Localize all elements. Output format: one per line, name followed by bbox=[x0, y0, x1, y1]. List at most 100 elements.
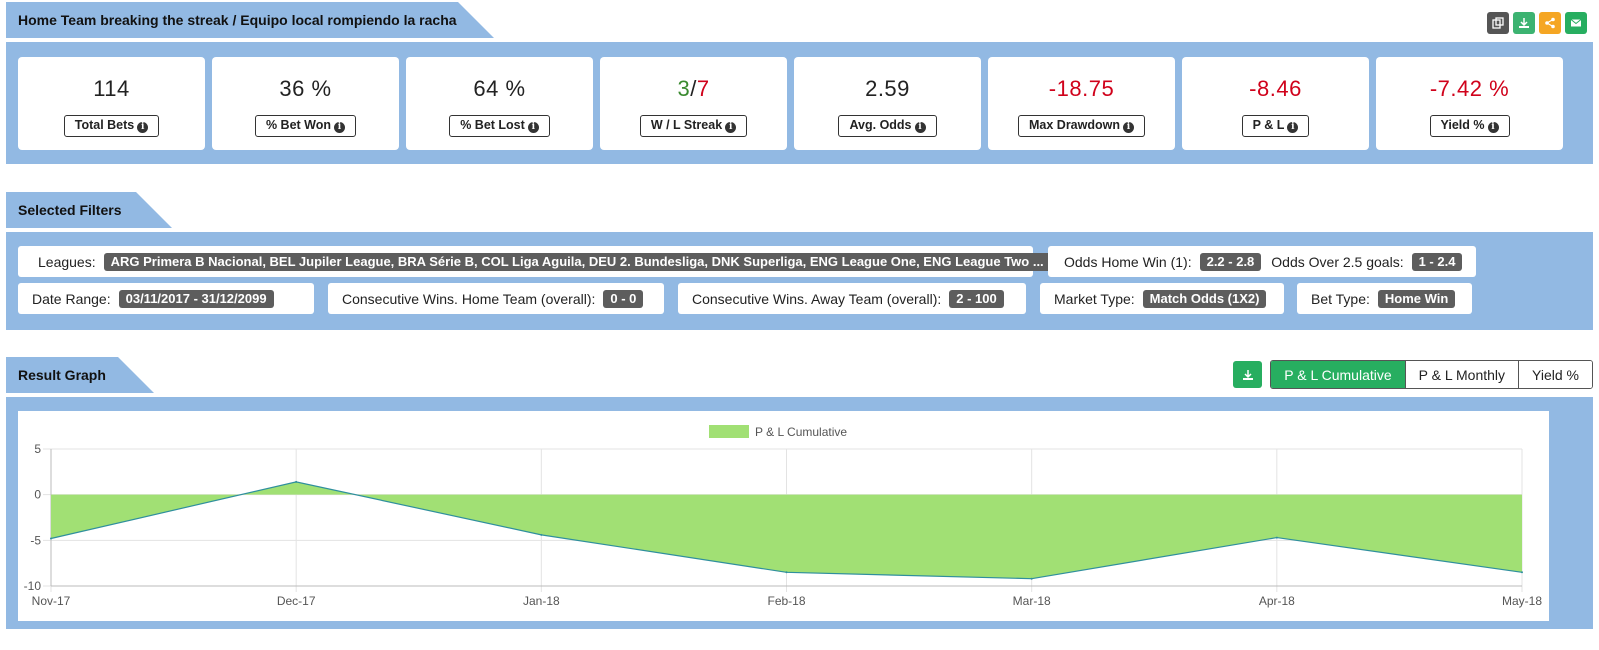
cons-away-filter: Consecutive Wins. Away Team (overall): 2… bbox=[678, 283, 1026, 314]
date-label: Date Range: bbox=[32, 290, 111, 307]
yield-card: -7.42 % Yield % i bbox=[1376, 57, 1563, 150]
bet-lost-value: 64 % bbox=[473, 76, 526, 101]
bet-won-value: 36 % bbox=[279, 76, 332, 101]
info-icon: i bbox=[334, 122, 346, 133]
total-bets-value: 114 bbox=[93, 76, 130, 101]
max-drawdown-value: -18.75 bbox=[1048, 76, 1115, 101]
pl-monthly-button[interactable]: P & L Monthly bbox=[1404, 361, 1519, 388]
yield-value: -7.42 % bbox=[1429, 76, 1510, 101]
email-icon[interactable] bbox=[1565, 12, 1587, 34]
data-point bbox=[50, 537, 52, 540]
leagues-filter: Leagues: ARG Primera B Nacional, BEL Jup… bbox=[18, 246, 1051, 277]
leagues-value: ARG Primera B Nacional, BEL Jupiler Leag… bbox=[103, 252, 1051, 271]
info-icon: i bbox=[1487, 122, 1499, 133]
cons-away-value: 2 - 100 bbox=[949, 289, 1004, 308]
data-point bbox=[1521, 571, 1523, 574]
x-tick-label: Feb-18 bbox=[767, 594, 805, 608]
streak-card: 3/7 W / L Streak i bbox=[600, 57, 787, 150]
info-icon: i bbox=[137, 122, 149, 133]
x-tick-label: May-18 bbox=[1502, 594, 1542, 608]
total-bets-label[interactable]: Total Bets i bbox=[63, 115, 160, 137]
share-icon[interactable] bbox=[1539, 12, 1561, 34]
bet-won-card: 36 % % Bet Won i bbox=[212, 57, 399, 150]
bet-type-filter: Bet Type: Home Win bbox=[1297, 283, 1472, 314]
data-point bbox=[540, 533, 543, 536]
legend-swatch bbox=[709, 425, 749, 438]
info-icon: i bbox=[1287, 122, 1299, 133]
download-icon bbox=[1242, 369, 1253, 380]
pl-cumulative-button[interactable]: P & L Cumulative bbox=[1271, 361, 1405, 388]
chart-container: 5 0 -5 -10 Nov-17 Dec-17 Jan-18 Feb-18 Mar-18 Apr… bbox=[18, 411, 1549, 621]
date-value: 03/11/2017 - 31/12/2099 bbox=[118, 289, 274, 308]
cons-home-value: 0 - 0 bbox=[603, 289, 644, 308]
bet-won-label[interactable]: % Bet Won i bbox=[254, 115, 357, 137]
header-toolbar bbox=[1487, 12, 1587, 34]
copy-icon[interactable] bbox=[1487, 12, 1509, 34]
market-filter: Market Type: Match Odds (1X2) bbox=[1040, 283, 1284, 314]
graph-mode-toggle: P & L Cumulative P & L Monthly Yield % bbox=[1270, 360, 1593, 389]
info-icon: i bbox=[914, 122, 926, 133]
x-tick-label: Jan-18 bbox=[523, 594, 560, 608]
graph-tab: Result Graph bbox=[6, 357, 154, 393]
date-filter: Date Range: 03/11/2017 - 31/12/2099 bbox=[18, 283, 314, 314]
odds-filter: Odds Home Win (1): 2.2 - 2.8 Odds Over 2… bbox=[1048, 246, 1476, 277]
legend-label: P & L Cumulative bbox=[755, 425, 847, 439]
streak-value: 3/7 bbox=[677, 76, 709, 104]
graph-download-button[interactable] bbox=[1233, 361, 1263, 388]
x-tick-label: Nov-17 bbox=[32, 594, 71, 608]
data-point bbox=[295, 480, 298, 483]
stats-cards: 114 Total Bets i 36 % % Bet Won i 64 % % B… bbox=[18, 57, 1563, 150]
page-title: Home Team breaking the streak / Equipo l… bbox=[18, 12, 457, 28]
max-drawdown-card: -18.75 Max Drawdown i bbox=[988, 57, 1175, 150]
y-tick-label: 5 bbox=[34, 442, 41, 456]
bet-lost-label[interactable]: % Bet Lost i bbox=[449, 115, 550, 137]
info-icon: i bbox=[527, 122, 539, 133]
x-tick-label: Mar-18 bbox=[1013, 594, 1051, 608]
y-tick-label: -10 bbox=[24, 579, 42, 593]
data-point bbox=[785, 571, 788, 574]
market-value: Match Odds (1X2) bbox=[1142, 289, 1267, 308]
market-label: Market Type: bbox=[1054, 290, 1135, 307]
leagues-label: Leagues: bbox=[38, 253, 96, 270]
x-tick-label: Apr-18 bbox=[1259, 594, 1295, 608]
y-tick-label: -5 bbox=[30, 533, 41, 547]
total-bets-card: 114 Total Bets i bbox=[18, 57, 205, 150]
data-point bbox=[1275, 536, 1278, 539]
odds-home-label: Odds Home Win (1): bbox=[1064, 253, 1192, 270]
pl-value: -8.46 bbox=[1249, 76, 1302, 101]
win-streak: 3 bbox=[677, 76, 691, 101]
avg-odds-label[interactable]: Avg. Odds i bbox=[838, 115, 937, 137]
odds-over-label: Odds Over 2.5 goals: bbox=[1271, 253, 1404, 270]
x-tick-label: Dec-17 bbox=[277, 594, 316, 608]
info-icon: i bbox=[1123, 122, 1134, 133]
cons-home-label: Consecutive Wins. Home Team (overall): bbox=[342, 290, 596, 307]
cons-away-label: Consecutive Wins. Away Team (overall): bbox=[692, 290, 942, 307]
odds-home-value: 2.2 - 2.8 bbox=[1199, 252, 1262, 271]
bet-lost-card: 64 % % Bet Lost i bbox=[406, 57, 593, 150]
filters-tab: Selected Filters bbox=[6, 192, 172, 228]
cons-home-filter: Consecutive Wins. Home Team (overall): 0… bbox=[328, 283, 664, 314]
data-point bbox=[1030, 577, 1033, 580]
graph-title: Result Graph bbox=[18, 367, 106, 383]
odds-over-value: 1 - 2.4 bbox=[1411, 252, 1463, 271]
page-title-tab: Home Team breaking the streak / Equipo l… bbox=[6, 2, 494, 38]
bet-type-label: Bet Type: bbox=[1311, 290, 1370, 307]
yield-label[interactable]: Yield % i bbox=[1429, 115, 1510, 137]
y-tick-label: 0 bbox=[34, 488, 41, 502]
streak-label[interactable]: W / L Streak i bbox=[639, 115, 748, 137]
avg-odds-card: 2.59 Avg. Odds i bbox=[794, 57, 981, 150]
graph-controls: P & L Cumulative P & L Monthly Yield % bbox=[1233, 360, 1593, 389]
loss-streak: 7 bbox=[696, 76, 710, 101]
yield-button[interactable]: Yield % bbox=[1518, 361, 1592, 388]
filters-title: Selected Filters bbox=[18, 202, 122, 218]
bet-type-value: Home Win bbox=[1377, 289, 1456, 308]
area-fill bbox=[51, 481, 1522, 579]
info-icon: i bbox=[725, 122, 737, 133]
max-drawdown-label[interactable]: Max Drawdown i bbox=[1018, 115, 1145, 137]
streak-separator: / bbox=[690, 76, 697, 101]
avg-odds-value: 2.59 bbox=[865, 76, 910, 101]
download-icon[interactable] bbox=[1513, 12, 1535, 34]
